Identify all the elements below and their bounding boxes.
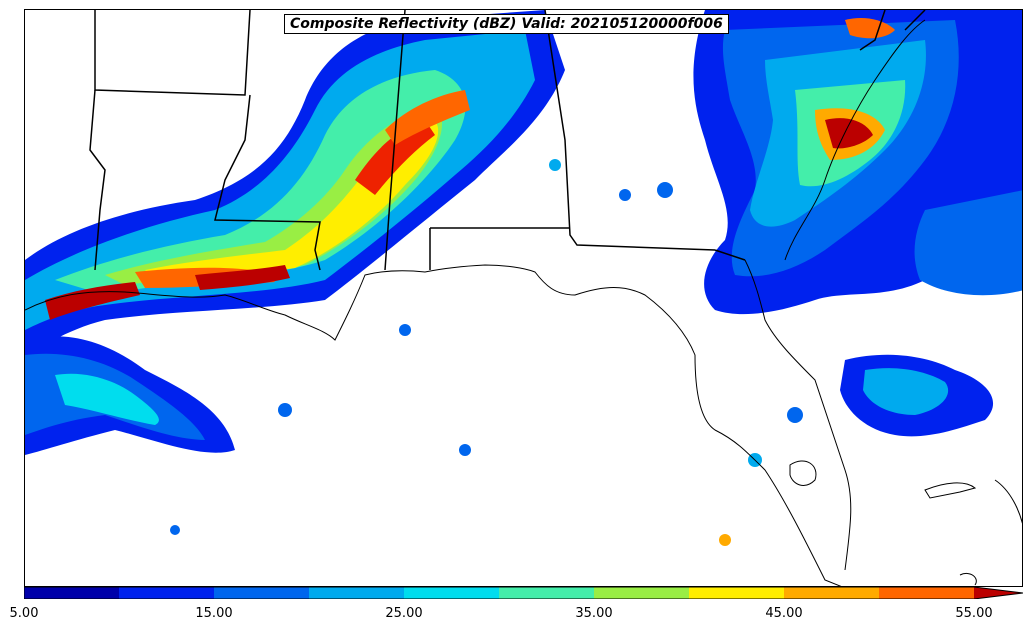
colorbar-extend-arrow [974, 587, 1023, 599]
colorbar-segment [689, 587, 784, 599]
colorbar-tick-label: 25.00 [385, 606, 423, 621]
reflectivity-colorbar [24, 587, 1023, 599]
colorbar-segment [404, 587, 499, 599]
colorbar-tick-label: 55.00 [955, 606, 993, 621]
colorbar-segment [119, 587, 214, 599]
echo-east-area [693, 10, 1022, 437]
colorbar-segment [309, 587, 404, 599]
colorbar-segment [879, 587, 974, 599]
colorbar-segment [499, 587, 594, 599]
echo-west-band [25, 10, 565, 455]
coastline [25, 19, 1022, 586]
colorbar-tick-label: 45.00 [765, 606, 803, 621]
colorbar-tick-label: 15.00 [195, 606, 233, 621]
colorbar-tick-label: 5.00 [9, 606, 39, 621]
reflectivity-map [24, 9, 1023, 587]
state-borders [89, 10, 926, 271]
colorbar-segment [214, 587, 309, 599]
colorbar-outline [24, 587, 1023, 599]
colorbar-segment [594, 587, 689, 599]
colorbar-segment [24, 587, 119, 599]
colorbar-tick-label: 35.00 [575, 606, 613, 621]
map-title: Composite Reflectivity (dBZ) Valid: 2021… [284, 14, 729, 34]
colorbar-segment [784, 587, 879, 599]
map-canvas [25, 10, 1022, 586]
